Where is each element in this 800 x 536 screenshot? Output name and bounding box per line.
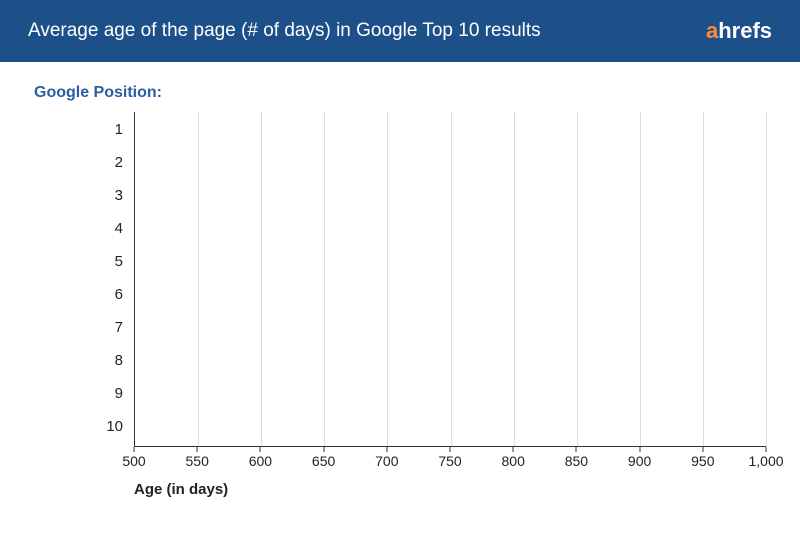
x-tick-label: 550	[186, 453, 209, 469]
logo-letter-a: a	[706, 18, 718, 43]
x-tickmark	[576, 447, 577, 452]
y-tick-label: 5	[115, 250, 123, 274]
x-tick-label: 950	[691, 453, 714, 469]
y-tick-label: 4	[115, 217, 123, 241]
x-tickmark	[197, 447, 198, 452]
x-tick-label: 600	[249, 453, 272, 469]
x-tick-label: 850	[565, 453, 588, 469]
x-tick-label: 500	[122, 453, 145, 469]
x-tick-label: 750	[438, 453, 461, 469]
x-tickmark	[260, 447, 261, 452]
x-tickmark	[386, 447, 387, 452]
y-tick-label: 7	[115, 316, 123, 340]
plot-area: 12345678910	[134, 112, 766, 447]
x-tickmark	[639, 447, 640, 452]
x-tick-label: 700	[375, 453, 398, 469]
x-axis-ticks: 5005506006507007508008509009501,000	[134, 447, 766, 477]
y-tick-label: 3	[115, 184, 123, 208]
ahrefs-logo: ahrefs	[706, 18, 772, 44]
bars-layer: 12345678910	[135, 112, 766, 446]
y-tick-label: 10	[106, 415, 123, 439]
x-tickmark	[702, 447, 703, 452]
chart-subtitle: Google Position:	[34, 84, 766, 102]
y-tick-label: 6	[115, 283, 123, 307]
x-tick-label: 650	[312, 453, 335, 469]
x-tick-label: 900	[628, 453, 651, 469]
x-tickmark	[450, 447, 451, 452]
x-tickmark	[134, 447, 135, 452]
logo-rest: hrefs	[718, 18, 772, 43]
x-tickmark	[513, 447, 514, 452]
gridline	[766, 112, 767, 446]
x-tick-label: 800	[502, 453, 525, 469]
x-tickmark	[323, 447, 324, 452]
y-tick-label: 1	[115, 118, 123, 142]
y-tick-label: 9	[115, 382, 123, 406]
chart-container: Google Position: 12345678910 50055060065…	[0, 62, 800, 508]
header: Average age of the page (# of days) in G…	[0, 0, 800, 62]
x-tickmark	[766, 447, 767, 452]
x-tick-label: 1,000	[748, 453, 783, 469]
y-tick-label: 8	[115, 349, 123, 373]
x-axis-title: Age (in days)	[134, 481, 766, 498]
page-title: Average age of the page (# of days) in G…	[28, 20, 541, 42]
y-tick-label: 2	[115, 151, 123, 175]
